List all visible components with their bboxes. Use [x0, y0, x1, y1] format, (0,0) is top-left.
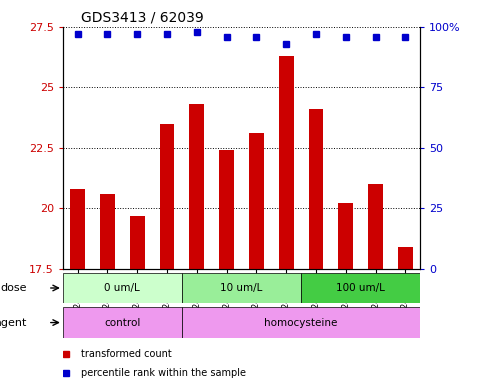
- Bar: [182, 307, 420, 338]
- Bar: [309, 109, 324, 269]
- Bar: [100, 194, 115, 269]
- Bar: [301, 273, 420, 303]
- Bar: [159, 124, 174, 269]
- Text: dose: dose: [0, 283, 27, 293]
- Text: control: control: [104, 318, 141, 328]
- Bar: [130, 215, 145, 269]
- Text: homocysteine: homocysteine: [264, 318, 338, 328]
- Text: 0 um/L: 0 um/L: [104, 283, 140, 293]
- Bar: [70, 189, 85, 269]
- Bar: [182, 273, 301, 303]
- Bar: [368, 184, 383, 269]
- Bar: [338, 204, 353, 269]
- Bar: [63, 273, 182, 303]
- Text: transformed count: transformed count: [81, 349, 171, 359]
- Bar: [189, 104, 204, 269]
- Text: percentile rank within the sample: percentile rank within the sample: [81, 368, 246, 378]
- Bar: [219, 150, 234, 269]
- Bar: [279, 56, 294, 269]
- Bar: [398, 247, 413, 269]
- Text: 10 um/L: 10 um/L: [220, 283, 263, 293]
- Text: GDS3413 / 62039: GDS3413 / 62039: [81, 10, 203, 24]
- Bar: [249, 133, 264, 269]
- Bar: [63, 307, 182, 338]
- Text: agent: agent: [0, 318, 27, 328]
- Text: 100 um/L: 100 um/L: [336, 283, 385, 293]
